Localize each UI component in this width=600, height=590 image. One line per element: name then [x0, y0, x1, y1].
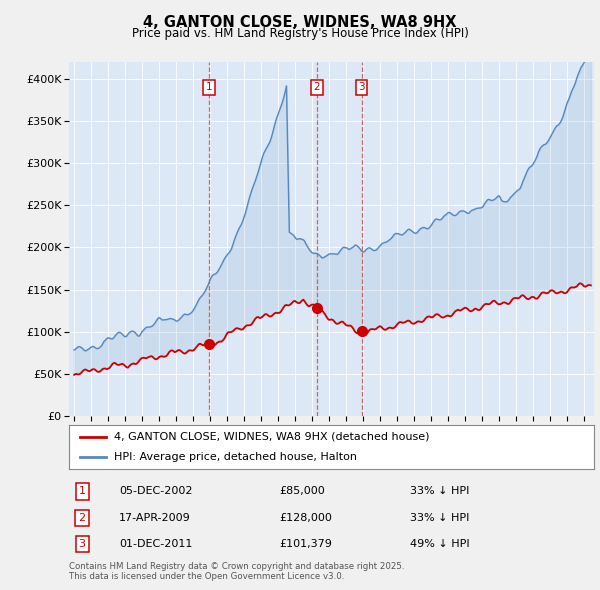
- Text: Price paid vs. HM Land Registry's House Price Index (HPI): Price paid vs. HM Land Registry's House …: [131, 27, 469, 40]
- Text: 05-DEC-2002: 05-DEC-2002: [119, 486, 193, 496]
- Text: 2: 2: [79, 513, 86, 523]
- Text: 4, GANTON CLOSE, WIDNES, WA8 9HX: 4, GANTON CLOSE, WIDNES, WA8 9HX: [143, 15, 457, 30]
- Text: 17-APR-2009: 17-APR-2009: [119, 513, 191, 523]
- Text: 33% ↓ HPI: 33% ↓ HPI: [410, 486, 470, 496]
- Text: 3: 3: [358, 82, 365, 92]
- Text: 33% ↓ HPI: 33% ↓ HPI: [410, 513, 470, 523]
- Text: £128,000: £128,000: [279, 513, 332, 523]
- Text: Contains HM Land Registry data © Crown copyright and database right 2025.
This d: Contains HM Land Registry data © Crown c…: [69, 562, 404, 581]
- Text: 4, GANTON CLOSE, WIDNES, WA8 9HX (detached house): 4, GANTON CLOSE, WIDNES, WA8 9HX (detach…: [113, 432, 429, 442]
- Text: £101,379: £101,379: [279, 539, 332, 549]
- Text: 49% ↓ HPI: 49% ↓ HPI: [410, 539, 470, 549]
- Text: 2: 2: [314, 82, 320, 92]
- Text: 3: 3: [79, 539, 86, 549]
- Text: £85,000: £85,000: [279, 486, 325, 496]
- Text: HPI: Average price, detached house, Halton: HPI: Average price, detached house, Halt…: [113, 452, 356, 462]
- Text: 1: 1: [79, 486, 86, 496]
- Text: 01-DEC-2011: 01-DEC-2011: [119, 539, 192, 549]
- Text: 1: 1: [205, 82, 212, 92]
